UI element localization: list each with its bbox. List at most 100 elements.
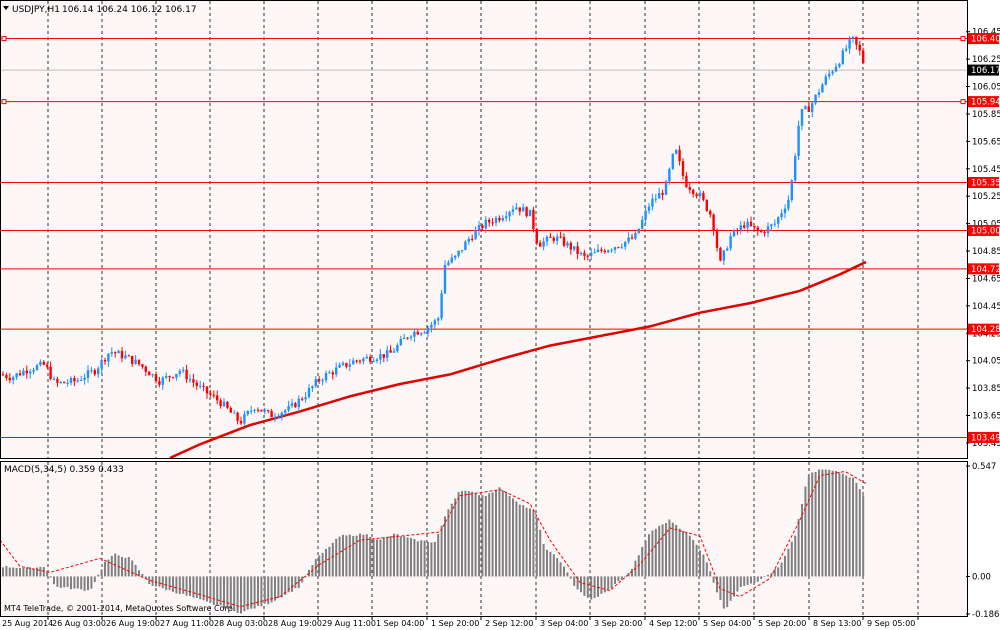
candlestick	[838, 62, 841, 69]
level-price-label: 106.40	[971, 35, 1000, 45]
copyright-text: MT4 TeleTrade, © 2001-2014, MetaQuotes S…	[4, 604, 235, 613]
candle-body	[270, 411, 273, 418]
candlestick	[107, 353, 110, 367]
candlestick	[66, 379, 69, 387]
candle-body	[1, 374, 5, 376]
macd-bar	[379, 539, 382, 577]
candlestick	[97, 366, 100, 379]
price-tick-label: 104.65	[972, 274, 1000, 284]
candle-body	[144, 366, 147, 372]
candle-body	[658, 192, 661, 199]
candle-body	[481, 225, 484, 229]
macd-bar	[852, 477, 854, 577]
candle-body	[372, 360, 375, 362]
macd-panel-background[interactable]	[0, 461, 968, 617]
candle-body	[426, 327, 430, 333]
candlestick	[450, 253, 453, 264]
candlestick	[831, 70, 834, 76]
candle-body	[477, 225, 481, 231]
candle-body	[199, 385, 202, 387]
candle-body	[382, 354, 385, 358]
candlestick	[369, 354, 372, 365]
candlestick	[607, 249, 610, 254]
candlestick	[780, 209, 783, 221]
candlestick	[848, 36, 851, 55]
macd-bar	[590, 576, 593, 600]
candlestick	[287, 400, 290, 413]
macd-bar	[784, 555, 786, 577]
macd-bar	[121, 556, 123, 577]
candle-body	[535, 229, 538, 243]
candle-body	[127, 355, 130, 357]
macd-bar	[580, 576, 582, 593]
macd-bar	[648, 534, 650, 577]
level-price-label: 104.28	[971, 325, 1000, 335]
macd-bar	[318, 555, 321, 577]
candle-body	[290, 403, 294, 406]
candle-body	[399, 339, 402, 346]
candle-body	[613, 247, 617, 250]
candlestick	[403, 333, 406, 340]
candle-body	[25, 370, 28, 374]
candle-body	[569, 242, 572, 250]
macd-bar	[845, 475, 848, 577]
horizontal-levels[interactable]	[0, 36, 968, 438]
candlestick	[760, 229, 763, 233]
macd-bar	[250, 576, 253, 609]
candlestick	[15, 372, 18, 380]
candle-body	[668, 168, 671, 182]
candle-body	[675, 149, 678, 154]
candle-body	[369, 356, 372, 362]
candle-body	[579, 252, 583, 254]
macd-bar	[335, 538, 338, 577]
dropdown-triangle-icon[interactable]	[3, 6, 9, 10]
candle-body	[137, 359, 141, 365]
candle-body	[630, 237, 634, 239]
candlestick	[746, 218, 749, 233]
macd-bar	[70, 576, 72, 590]
macd-bar	[739, 576, 742, 587]
macd-bar	[695, 544, 698, 577]
macd-bar	[389, 536, 392, 577]
macd-bar	[729, 576, 732, 601]
candlestick	[243, 410, 246, 426]
candlestick	[46, 362, 49, 369]
candlestick	[675, 149, 678, 155]
candle-body	[634, 233, 637, 239]
macd-bar	[172, 576, 174, 592]
macd-bar	[862, 495, 865, 577]
candle-body	[304, 397, 307, 400]
price-panel-background[interactable]	[0, 0, 968, 458]
price-tick-label: 105.85	[972, 110, 1000, 120]
candlestick	[664, 179, 668, 196]
candle-body	[824, 76, 827, 85]
candlestick	[188, 374, 192, 383]
candle-body	[858, 44, 861, 51]
macd-bar	[134, 564, 137, 577]
candlestick	[651, 193, 654, 211]
candle-body	[522, 207, 525, 212]
macd-bar	[277, 576, 280, 599]
macd-bar	[42, 567, 45, 577]
candlestick	[32, 367, 35, 375]
candle-body	[610, 249, 613, 251]
candle-body	[705, 199, 708, 211]
macd-bar	[321, 552, 324, 577]
candle-body	[341, 362, 345, 365]
candle-body	[307, 388, 311, 398]
candle-body	[219, 400, 222, 407]
candle-body	[365, 356, 368, 359]
candlestick	[212, 390, 215, 399]
macd-bar	[811, 472, 814, 577]
macd-bar	[32, 568, 35, 577]
candle-body	[423, 332, 426, 334]
candle-body	[787, 199, 790, 209]
candlestick	[267, 409, 270, 414]
macd-bar	[212, 576, 215, 605]
level-price-tag	[968, 263, 999, 275]
candlestick	[440, 289, 443, 321]
macd-bar	[671, 522, 674, 577]
candlestick	[542, 237, 545, 251]
macd-bar	[192, 576, 195, 598]
